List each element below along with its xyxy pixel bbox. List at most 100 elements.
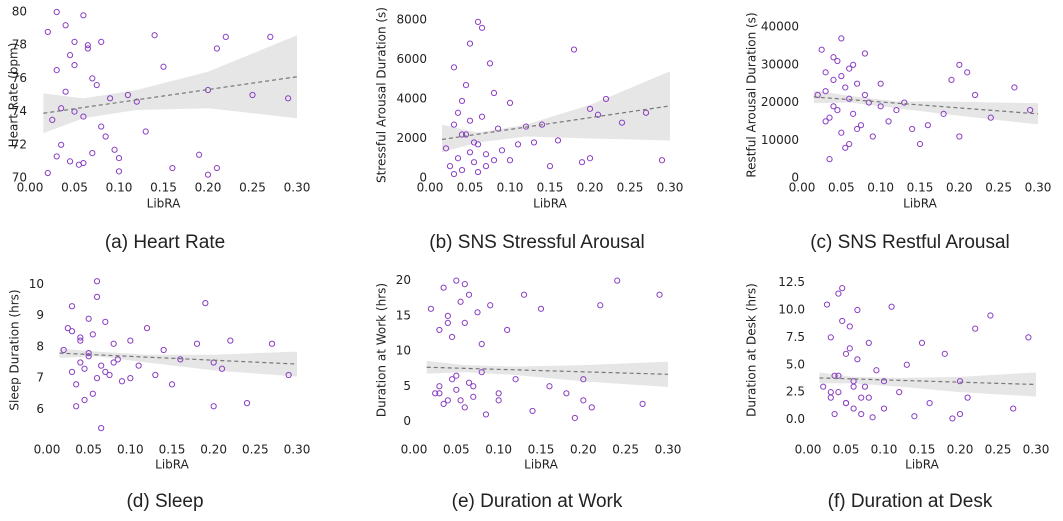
data-point (98, 123, 105, 130)
confidence-band (59, 348, 297, 377)
x-tick-label: 0.20 (195, 181, 222, 195)
x-tick-label: 0.20 (577, 181, 604, 195)
data-point (196, 151, 203, 158)
x-tick-label: 0.00 (401, 443, 428, 457)
confidence-band (442, 71, 670, 153)
data-point (450, 121, 458, 128)
y-tick-label: 80 (12, 5, 27, 19)
data-point (62, 88, 69, 95)
data-point (204, 171, 212, 178)
data-point (949, 415, 956, 422)
data-point (893, 106, 900, 114)
data-point (885, 118, 892, 125)
data-point (93, 81, 100, 89)
x-tick-label: 0.20 (947, 443, 974, 457)
data-point (449, 376, 456, 383)
data-point (495, 390, 502, 397)
data-point (853, 80, 861, 87)
y-tick-label: 15 (396, 308, 411, 322)
data-point (563, 390, 570, 397)
data-point (73, 381, 80, 388)
x-axis-label: LibRA (533, 197, 567, 211)
x-tick-label: 0.10 (497, 181, 524, 195)
data-point (941, 350, 948, 357)
data-point (213, 45, 220, 52)
data-point (614, 277, 621, 284)
data-point (127, 375, 134, 382)
data-point (98, 425, 105, 432)
data-point (854, 306, 861, 314)
data-point (243, 400, 251, 407)
x-tick-label: 0.15 (528, 443, 555, 457)
data-point (218, 365, 226, 372)
y-tick-label: 10 (396, 344, 411, 358)
data-point (818, 46, 825, 53)
x-tick-label: 0.05 (828, 181, 855, 195)
x-tick-label: 0.25 (617, 181, 644, 195)
y-tick-label: 0 (403, 414, 411, 428)
data-point (877, 103, 884, 110)
data-point (877, 80, 884, 87)
data-point (537, 305, 545, 312)
data-point (470, 159, 478, 166)
x-tick-label: 0.05 (457, 181, 484, 195)
data-point (834, 106, 841, 114)
data-point (151, 32, 158, 39)
data-point (107, 95, 114, 102)
data-point (68, 328, 76, 335)
data-point (466, 149, 474, 156)
y-tick-label: 12.5 (778, 275, 805, 289)
data-point (267, 33, 274, 41)
data-point (846, 323, 853, 330)
data-point (474, 18, 482, 25)
data-point (487, 302, 494, 309)
data-point (210, 403, 217, 410)
data-point (642, 109, 650, 116)
y-tick-label: 10 (29, 277, 44, 291)
y-tick-label: 8 (36, 339, 44, 353)
x-tick-label: 0.25 (242, 443, 269, 457)
data-point (89, 75, 96, 82)
data-point (597, 302, 604, 309)
data-point (514, 141, 522, 148)
data-point (466, 117, 474, 124)
data-point (656, 291, 663, 298)
data-point (529, 407, 536, 415)
data-point (820, 383, 827, 390)
data-point (436, 390, 443, 397)
data-point (453, 277, 460, 284)
data-point (71, 38, 78, 45)
x-tick-label: 0.30 (657, 181, 684, 195)
x-tick-label: 0.20 (946, 181, 973, 195)
data-point (102, 133, 109, 140)
data-point (924, 122, 931, 129)
data-point (926, 400, 933, 407)
data-point (956, 61, 963, 68)
data-point (454, 155, 462, 162)
data-point (586, 105, 594, 112)
data-point (639, 400, 646, 407)
data-point (482, 163, 490, 170)
x-tick-label: 0.10 (867, 181, 894, 195)
data-point (450, 170, 458, 178)
data-point (865, 99, 872, 106)
data-point (160, 346, 167, 354)
data-point (454, 109, 462, 116)
data-point (865, 339, 872, 346)
data-point (940, 110, 947, 117)
data-point (160, 63, 167, 70)
data-point (115, 154, 123, 162)
data-point (222, 33, 229, 41)
data-point (58, 141, 65, 148)
data-point (115, 168, 123, 175)
data-point (127, 337, 134, 344)
data-point (512, 376, 519, 383)
data-point (857, 122, 865, 129)
data-point (972, 325, 979, 332)
data-point (580, 397, 587, 404)
data-point (901, 99, 908, 106)
data-point (440, 400, 447, 407)
data-point (77, 334, 84, 341)
data-point (588, 404, 595, 411)
x-tick-label: 0.30 (655, 443, 682, 457)
